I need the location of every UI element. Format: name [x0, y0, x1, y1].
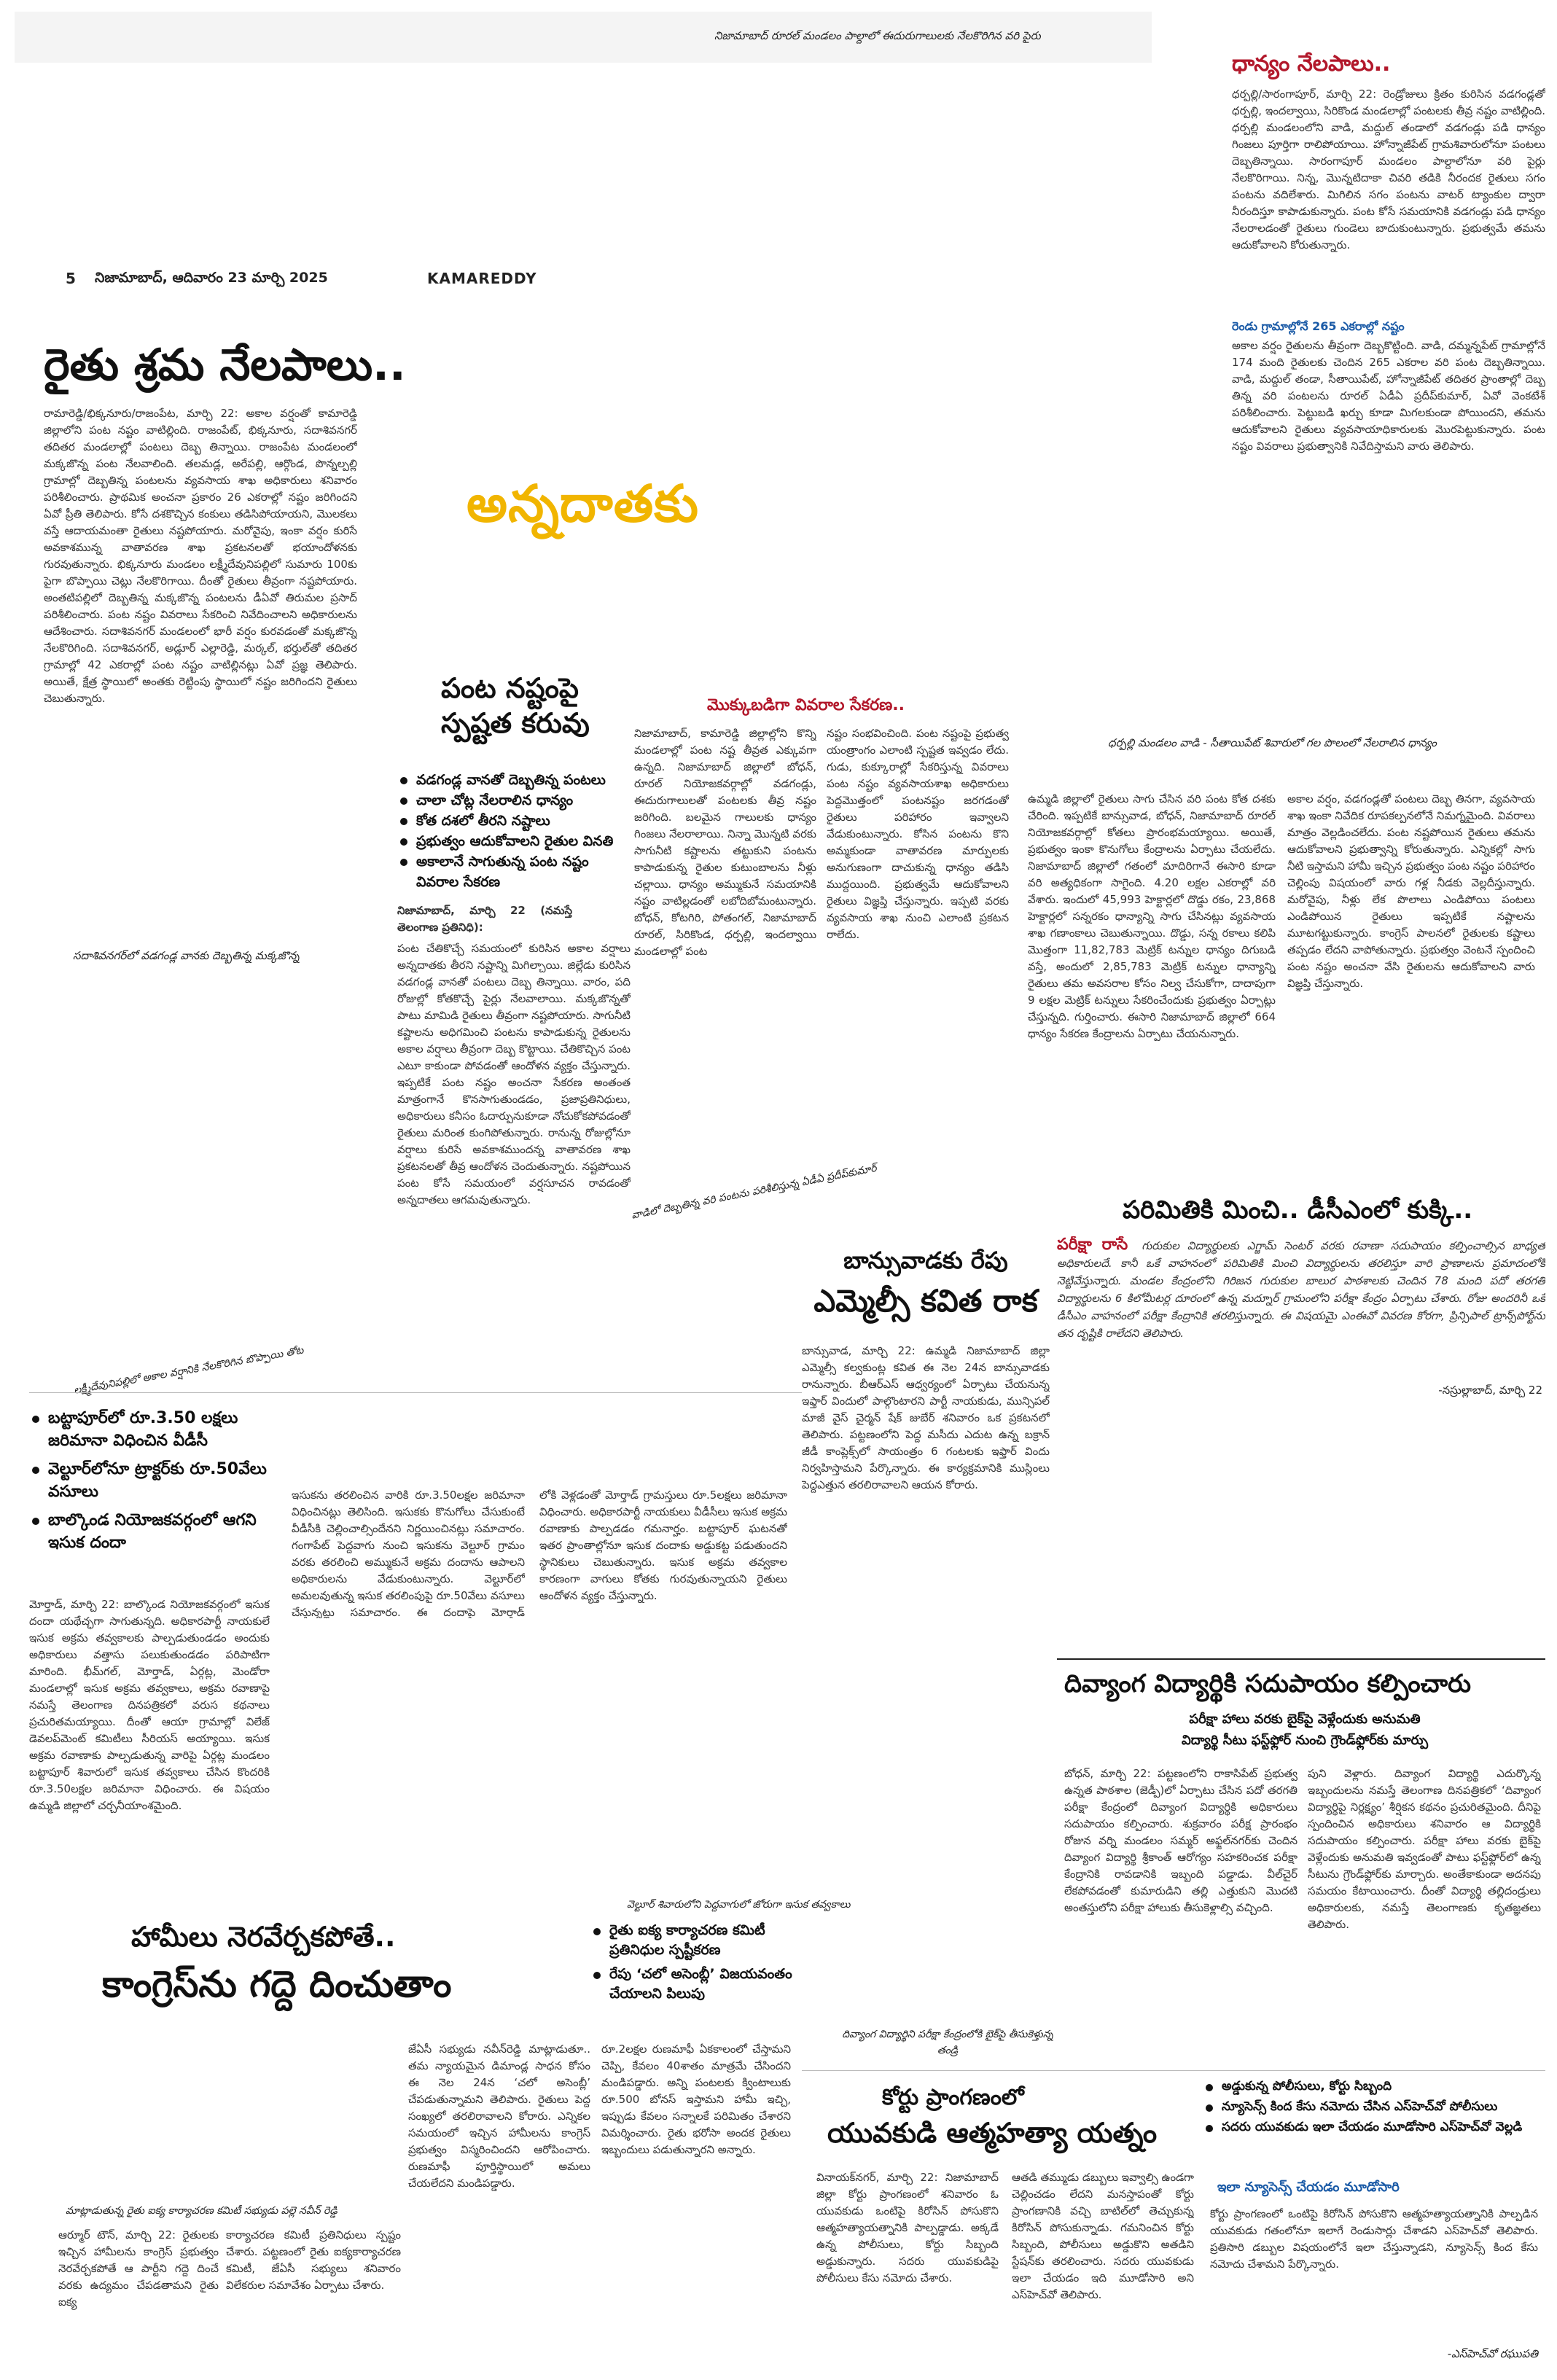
photo-rain-village-caption: సదాశివనగర్‌లో వడగండ్ల వానకు దెబ్బతిన్న మ… [73, 949, 300, 962]
sidebar-body-2: అకాల వర్షం రైతులను తీవ్రంగా దెబ్బకొట్టిం… [1232, 339, 1545, 453]
congress-bullet: రైతు ఐక్య కార్యాచరణ కమిటీ ప్రతినిధుల స్ప… [590, 1921, 795, 1960]
congress-bullets: రైతు ఐక్య కార్యాచరణ కమిటీ ప్రతినిధుల స్ప… [590, 1921, 795, 2004]
clarity-dateline: నిజామాబాద్, మార్చి 22 (నమస్తే తెలంగాణ ప్… [397, 904, 572, 934]
divider [802, 2070, 1545, 2071]
sidebar-subhead: రెండు గ్రామాల్లోనే 265 ఎకరాల్లో నష్టం [1232, 319, 1405, 333]
procurement-body-b: అకాల వర్షం, వడగండ్లతో పంటలు దెబ్బ తినగా,… [1287, 792, 1535, 990]
sand-bullets: బట్టాపూర్‌లో రూ.3.50 లక్షలు జరిమానా విధి… [29, 1407, 270, 1554]
suicide-kicker: కోర్టు ప్రాంగణంలో [882, 2085, 1024, 2110]
suicide-body-c: కోర్టు ప్రాంగణంలో ఒంటిపై కిరోసిన్ పోసుకొ… [1210, 2207, 1538, 2271]
sand-body-b: ఇసుకను తరలించిన వారికి రూ.3.50లక్షల జరిమ… [292, 1489, 525, 1618]
congress-body-b: కార్యాచరణ కమిటీ ప్రతినిధులు స్పష్టం చేశా… [226, 2228, 401, 2292]
sand-story: బట్టాపూర్‌లో రూ.3.50 లక్షలు జరిమానా విధి… [29, 1407, 802, 1917]
sidebar-story: ధాన్యం నేలపాలు.. ధర్పల్లి/సారంగాపూర్, మా… [1232, 51, 1545, 561]
main-story-body: రామారెడ్డి/భిక్కనూరు/రాజంపేట, మార్చి 22:… [44, 407, 357, 705]
procurement-body-a: ఉమ్మడి జిల్లాలో రైతులు సాగు చేసిన వరి పం… [1028, 792, 1276, 1040]
clarity-bullet: ప్రభుత్వం ఆదుకోవాలని రైతుల వినతి [397, 831, 631, 851]
photo-darpalli-caption: ధర్పల్లి మండలం వాడి - సీతాయిపేట్ శివారుల… [1108, 736, 1437, 749]
kavitha-story: బాన్సువాడకు రేపు ఎమ్మెల్సీ కవిత రాక బాన్… [802, 1246, 1050, 1684]
page-header: 5 నిజామాబాద్, ఆదివారం 23 మార్చి 2025 KAM… [66, 268, 1203, 290]
collection-story: మొక్కుబడిగా వివరాల సేకరణ.. నిజామాబాద్, క… [634, 696, 1013, 1163]
main-headline: రైతు శ్రమ నేలపాలు.. [44, 340, 406, 391]
kavitha-kicker: బాన్సువాడకు రేపు [843, 1246, 1008, 1274]
disabled-headline: దివ్యాంగ విద్యార్థికి సదుపాయం కల్పించారు [1064, 1669, 1472, 1698]
collection-headline: మొక్కుబడిగా వివరాల సేకరణ.. [707, 696, 905, 714]
sand-body-c: లోకి వెళ్లడంతో మోర్తాడ్ గ్రామస్తులు రూ.5… [539, 1489, 787, 1602]
sidebar-headline: ధాన్యం నేలపాలు.. [1232, 51, 1391, 77]
clarity-body: పంట చేతికొచ్చే సమయంలో కురిసిన అకాల వర్షా… [397, 942, 631, 1206]
congress-kicker: హామీలు నెరవేర్చకపోతే.. [131, 1921, 396, 1953]
congress-body-d: రూ.2లక్షల రుణమాఫీ ఏకకాలంలో చేస్తామని చెప… [601, 2042, 791, 2156]
congress-headline: కాంగ్రెస్‌ను గద్దె దించుతాం [102, 1963, 452, 2005]
bus-byline: -నస్రుల్లాబాద్, మార్చి 22 [1438, 1384, 1542, 1397]
suicide-bullet: సదరు యువకుడు ఇలా చేయడం మూడోసారి ఎస్‌హెచ్… [1203, 2118, 1531, 2136]
collection-body-a: నిజామాబాద్, కామారెడ్డి జిల్లాల్లోని కొన్… [634, 727, 816, 958]
bus-story: పరిమితికి మించి.. డీసీఎంలో కుక్కి.. పరీక… [1057, 1195, 1545, 1400]
clarity-bullet: కోత దశలో తీరని నష్టాలు [397, 811, 631, 831]
disabled-body-a: బోధన్, మార్చి 22: పట్టణంలోని రాకాసిపేట్ … [1064, 1767, 1298, 1914]
disabled-photo-caption: దివ్యాంగ విద్యార్థిని పరీక్షా కేంద్రంలోక… [842, 2029, 1053, 2056]
suicide-story: కోర్టు ప్రాంగణంలో యువకుడి ఆత్మహత్యా యత్న… [816, 2077, 1545, 2369]
suicide-bullet: న్యూసెన్స్ కింద కేసు నమోదు చేసిన ఎస్‌హెచ… [1203, 2098, 1531, 2115]
papaya-photo-caption: లక్ష్మీదేవునిపల్లిలో అకాల వర్షానికి నేలక… [73, 1344, 305, 1397]
disabled-body-b: పుని వెళ్లారు. దివ్యాంగ విద్యార్థి ఎదుర్… [1308, 1767, 1541, 1931]
top-photo: నిజామాబాద్ రూరల్ మండలం పాల్దాలో ఈదురుగాల… [15, 12, 1152, 63]
kavitha-headline: ఎమ్మెల్సీ కవిత రాక [813, 1283, 1038, 1319]
congress-bullet: రేపు ‘చలో అసెంబ్లీ’ విజయవంతం చేయాలని పిల… [590, 1965, 795, 2004]
clarity-bullet: అకాలానే సాగుతున్న పంట నష్టం వివరాల సేకరణ [397, 851, 631, 892]
suicide-sub2: ఇలా న్యూసెన్స్ చేయడం మూడోసారి [1217, 2180, 1400, 2195]
clarity-bullet: చాలా చోట్ల నేలరాలిన ధాన్యం [397, 790, 631, 811]
clarity-bullets: వడగండ్ల వానతో దెబ్బతిన్న పంటలు చాలా చోట్… [397, 770, 631, 892]
procurement-story: ఉమ్మడి జిల్లాలో రైతులు సాగు చేసిన వరి పం… [1028, 791, 1545, 1185]
page-number: 5 [66, 270, 76, 287]
sidebar-body: ధర్పల్లి/సారంగాపూర్, మార్చి 22: రెండ్రోజ… [1232, 87, 1545, 251]
main-kicker: అన్నదాతకు [467, 474, 699, 534]
sand-bullet: వెల్టూర్‌లోనూ ట్రాక్టర్‌కు రూ.50వేలు వసూ… [29, 1458, 270, 1503]
dateline: నిజామాబాద్, ఆదివారం 23 మార్చి 2025 [95, 270, 328, 286]
sand-body-a: మోర్తాడ్, మార్చి 22: బాల్కొండ నియోజకవర్గ… [29, 1598, 270, 1812]
bus-headline: పరిమితికి మించి.. డీసీఎంలో కుక్కి.. [1123, 1195, 1473, 1225]
disabled-subhead-1: పరీక్షా హాలు వరకు బైక్‌పై వెళ్లేందుకు అన… [1189, 1712, 1421, 1727]
collection-body-b: నష్టం సంభవించింది. పంట నష్టంపై ప్రభుత్వ … [827, 727, 1009, 941]
suicide-bullets: అడ్డుకున్న పోలీసులు, కోర్టు సిబ్బంది న్య… [1203, 2077, 1531, 2136]
clarity-headline: పంట నష్టంపై స్పష్టత కరువు [441, 672, 590, 739]
kavitha-photo-caption: వాడిలో దెబ్బతిన్న వరి పంటను పరిశీలిస్తున… [631, 1162, 878, 1222]
congress-photo-caption: మాట్లాడుతున్న రైతు ఐక్య కార్యాచరణ కమిటీ … [66, 2205, 337, 2217]
top-photo-caption: నిజామాబాద్ రూరల్ మండలం పాల్దాలో ఈదురుగాల… [714, 29, 1041, 42]
suicide-body-a: వినాయక్‌నగర్, మార్చి 22: నిజామాబాద్ జిల్… [816, 2171, 999, 2285]
disabled-student-story: దివ్యాంగ విద్యార్థికి సదుపాయం కల్పించారు… [1064, 1669, 1545, 2077]
suicide-body-b: ఆతడి తమ్ముడు డబ్బులు ఇవ్వాల్సి ఉండగా చెల… [1012, 2171, 1194, 2301]
divider [29, 1392, 802, 1393]
suicide-byline: -ఎస్‌హెచ్‌వో రఘుపతి [1447, 2347, 1538, 2360]
sand-photo-caption: వెల్టూర్ శివారులోని పెద్దవాగులో జోరుగా ఇ… [627, 1899, 851, 1911]
field-photo-large [372, 408, 1210, 714]
congress-body-c: జేఏసీ సభ్యుడు నవీన్‌రెడ్డి మాట్లాడుతూ.. … [408, 2042, 590, 2190]
sand-bullet: బట్టాపూర్‌లో రూ.3.50 లక్షలు జరిమానా విధి… [29, 1407, 270, 1452]
kavitha-body: బాన్సువాడ, మార్చి 22: ఉమ్మడి నిజామాబాద్ … [802, 1344, 1050, 1491]
sand-bullet: బాల్కొండ నియోజకవర్గంలో ఆగని ఇసుక దందా [29, 1509, 270, 1554]
bus-lead: పరీక్షా రాసే [1057, 1236, 1128, 1254]
bus-body: గురుకుల విద్యార్థులకు ఎగ్జామ్ సెంటర్ వరక… [1057, 1239, 1545, 1340]
disabled-subhead-2: విద్యార్థి సీటు ఫస్ట్‌ఫ్లోర్ నుంచి గ్రౌం… [1182, 1733, 1428, 1748]
congress-story: హామీలు నెరవేర్చకపోతే.. కాంగ్రెస్‌ను గద్ద… [29, 1921, 802, 2373]
suicide-headline: యువకుడి ఆత్మహత్యా యత్నం [827, 2117, 1158, 2149]
divider [1057, 1658, 1545, 1660]
edition-name: KAMAREDDY [427, 270, 537, 287]
clarity-bullet: వడగండ్ల వానతో దెబ్బతిన్న పంటలు [397, 770, 631, 790]
congress-body-a: ఆర్మూర్ టౌన్, మార్చి 22: రైతులకు ఇచ్చిన … [58, 2228, 219, 2309]
suicide-bullet: అడ్డుకున్న పోలీసులు, కోర్టు సిబ్బంది [1203, 2077, 1531, 2095]
clarity-story: పంట నష్టంపై స్పష్టత కరువు వడగండ్ల వానతో … [397, 671, 631, 1312]
